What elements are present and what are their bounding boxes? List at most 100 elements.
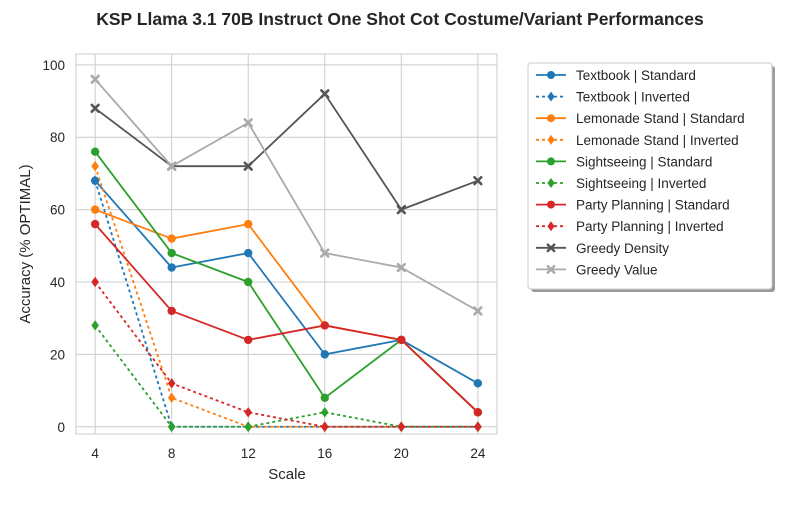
data-point	[473, 175, 483, 186]
series-line	[94, 78, 479, 312]
x-tick-label: 24	[470, 446, 486, 461]
series-line	[94, 208, 479, 413]
tick-layer: 4 8 12 16 20 24 0 20 40 60 80 100	[42, 58, 485, 461]
data-point	[90, 103, 100, 113]
data-point	[244, 335, 253, 345]
data-point	[91, 276, 99, 288]
data-point	[473, 408, 483, 417]
legend-marker	[547, 71, 555, 79]
data-point	[167, 263, 176, 272]
legend-entry: Greedy Value	[536, 262, 658, 277]
legend-marker	[547, 178, 555, 188]
legend-marker	[547, 91, 555, 102]
x-tick-label: 16	[317, 446, 332, 461]
data-point	[244, 421, 253, 432]
legend-marker	[547, 200, 555, 209]
legend-label: Lemonade Stand | Standard	[576, 111, 745, 126]
y-tick-label: 20	[50, 347, 65, 362]
legend-label: Greedy Value	[576, 262, 658, 277]
legend-marker	[547, 134, 555, 145]
series-line	[94, 223, 479, 413]
legend-entry: Party Planning | Standard	[536, 198, 730, 213]
data-point	[90, 219, 100, 229]
legend-entry: Sightseeing | Inverted	[536, 176, 706, 191]
x-tick-label: 12	[241, 446, 256, 461]
y-tick-label: 80	[50, 130, 65, 145]
legend-entry: Textbook | Inverted	[536, 90, 690, 105]
plot-frame	[75, 53, 498, 435]
legend-label: Textbook | Standard	[576, 68, 696, 83]
data-point	[320, 350, 329, 359]
legend-label: Greedy Density	[576, 241, 669, 256]
data-point	[320, 248, 330, 258]
legend-marker	[547, 114, 555, 123]
data-point	[243, 161, 253, 171]
y-tick-label: 100	[42, 58, 65, 73]
series-layer	[90, 74, 483, 432]
data-point	[244, 277, 253, 287]
series-2	[90, 205, 483, 417]
y-tick-label: 40	[50, 275, 65, 290]
data-point	[91, 175, 99, 186]
y-tick-label: 60	[50, 203, 65, 218]
legend-marker	[546, 264, 556, 274]
data-point	[397, 421, 406, 432]
legend-label: Party Planning | Inverted	[576, 219, 724, 234]
y-tick-label: 0	[57, 420, 65, 435]
series-line	[94, 165, 478, 428]
x-tick-label: 4	[91, 446, 99, 461]
series-line	[94, 281, 478, 428]
grid-layer	[76, 54, 497, 434]
y-axis-label: Accuracy (% OPTIMAL)	[17, 164, 34, 323]
data-point	[320, 393, 329, 403]
x-tick-label: 8	[168, 446, 176, 461]
x-axis-label: Scale	[268, 466, 306, 483]
data-point	[90, 205, 100, 214]
data-point	[243, 118, 253, 128]
data-point	[320, 421, 329, 432]
legend-entry: Lemonade Stand | Inverted	[536, 133, 739, 148]
data-point	[397, 335, 406, 345]
series-line	[94, 180, 479, 385]
data-point	[167, 378, 176, 389]
data-point	[90, 74, 100, 85]
legend-entry: Greedy Density	[536, 241, 669, 256]
data-point	[166, 161, 177, 171]
data-point	[167, 421, 176, 432]
data-point	[244, 248, 253, 258]
legend-label: Party Planning | Standard	[576, 198, 730, 213]
legend-entry: Textbook | Standard	[536, 68, 696, 83]
data-point	[91, 160, 99, 172]
legend-label: Lemonade Stand | Inverted	[576, 133, 739, 148]
data-point	[91, 320, 99, 331]
chart-title: KSP Llama 3.1 70B Instruct One Shot Cot …	[96, 9, 704, 29]
legend-entry: Party Planning | Inverted	[536, 219, 724, 234]
data-point	[244, 407, 253, 418]
series-6	[90, 219, 483, 417]
legend-box	[527, 62, 773, 290]
legend-label: Sightseeing | Standard	[576, 154, 712, 169]
series-8	[90, 89, 483, 215]
legend-marker	[547, 221, 555, 232]
legend: Textbook | Standard Textbook | Inverted Le…	[527, 62, 775, 292]
legend-entry: Lemonade Stand | Standard	[536, 111, 745, 126]
data-point	[167, 234, 176, 243]
legend-marker	[547, 157, 555, 166]
data-point	[320, 321, 329, 330]
data-point	[320, 89, 330, 99]
data-point	[473, 379, 483, 388]
legend-label: Textbook | Inverted	[576, 90, 690, 105]
legend-marker	[546, 243, 556, 253]
data-point	[244, 219, 253, 229]
data-point	[167, 306, 176, 316]
series-line	[94, 92, 479, 211]
legend-entry: Sightseeing | Standard	[536, 154, 712, 169]
data-point	[396, 204, 407, 215]
data-point	[90, 147, 100, 156]
data-point	[474, 421, 482, 432]
data-point	[396, 262, 407, 273]
legend-label: Sightseeing | Inverted	[576, 176, 706, 191]
series-9	[90, 74, 483, 316]
